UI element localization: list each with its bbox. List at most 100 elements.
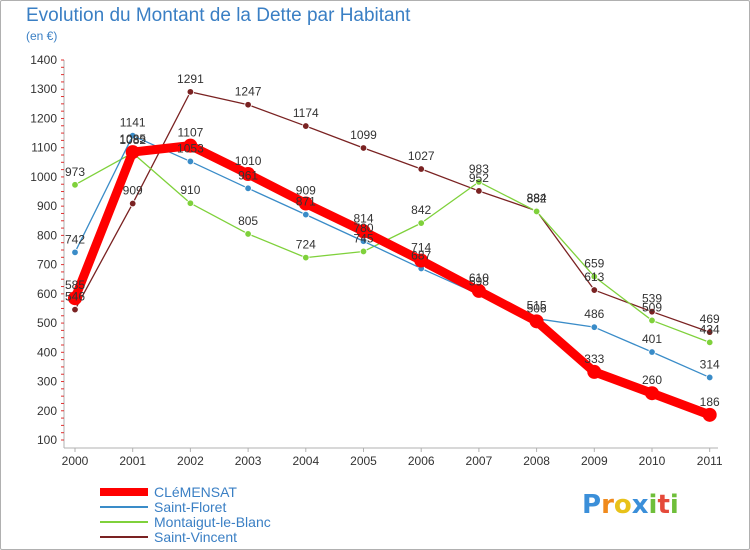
data-label: 884 (527, 191, 547, 205)
data-point (356, 224, 371, 239)
data-label: 509 (642, 300, 662, 314)
x-tick-label: 2010 (639, 454, 666, 468)
data-label: 1141 (120, 116, 146, 130)
data-label: 1010 (235, 154, 262, 168)
x-tick-label: 2011 (697, 454, 723, 468)
data-point (244, 184, 252, 193)
y-tick-label: 200 (37, 404, 57, 418)
data-point (68, 291, 82, 306)
data-label: 814 (353, 211, 373, 225)
x-tick-label: 2000 (62, 454, 89, 468)
series-line (74, 135, 711, 379)
series-line (74, 91, 711, 333)
data-label: 742 (65, 232, 85, 246)
data-label: 910 (180, 183, 200, 197)
y-tick-label: 500 (37, 316, 57, 330)
logo-letter: P (582, 490, 602, 520)
y-tick-label: 1300 (30, 82, 57, 96)
y-tick-label: 1400 (30, 53, 57, 67)
data-point (244, 101, 252, 109)
data-point (241, 167, 256, 181)
data-label: 515 (527, 299, 547, 313)
y-tick-label: 1100 (31, 141, 57, 155)
data-label: 314 (700, 357, 720, 371)
legend-label: Montaigut-le-Blanc (154, 513, 271, 530)
legend-label: Saint-Vincent (154, 528, 238, 545)
data-point (414, 253, 429, 268)
data-label: 260 (642, 373, 662, 387)
data-label: 186 (700, 395, 720, 409)
proxiti-logo: Proxiti (582, 490, 679, 520)
data-point (648, 348, 656, 356)
logo-letter: r (601, 490, 614, 520)
data-label: 1027 (408, 149, 435, 163)
x-tick-label: 2003 (235, 454, 262, 468)
data-point (645, 386, 659, 401)
legend-swatch (100, 535, 148, 538)
chart-legend: CLéMENSAT Saint-Floret Montaigut-le-Blanc S… (100, 484, 271, 545)
data-label: 687 (411, 248, 431, 262)
y-tick-label: 1000 (30, 170, 57, 184)
logo-letter: i (648, 490, 658, 520)
data-point (128, 132, 137, 140)
x-tick-label: 2004 (292, 454, 319, 468)
data-point (183, 138, 198, 153)
data-label: 1107 (177, 126, 203, 140)
data-point (359, 247, 368, 256)
y-tick-label: 1200 (30, 111, 57, 125)
data-label: 983 (469, 162, 489, 176)
y-tick-label: 100 (37, 433, 57, 447)
data-label: 1053 (177, 141, 204, 155)
data-label: 1082 (119, 133, 146, 147)
data-label: 1247 (235, 85, 262, 99)
data-label: 805 (238, 214, 258, 228)
data-label: 780 (353, 221, 373, 235)
data-label: 1085 (119, 132, 146, 146)
data-point (529, 314, 544, 329)
data-point (71, 305, 79, 314)
legend-label: Saint-Floret (154, 498, 227, 515)
data-point (128, 199, 137, 208)
data-label: 546 (65, 290, 85, 304)
legend-item: Saint-Floret (100, 498, 271, 515)
legend-swatch (100, 520, 148, 523)
chart-title: Evolution du Montant de la Dette par Hab… (26, 5, 411, 26)
data-point (648, 316, 656, 325)
logo-letter: t (657, 490, 670, 520)
data-point (706, 373, 714, 382)
data-point (590, 286, 598, 294)
data-label: 486 (584, 307, 604, 321)
data-label: 585 (65, 278, 85, 292)
data-point (417, 219, 425, 227)
x-tick-label: 2006 (408, 454, 435, 468)
x-tick-label: 2001 (119, 454, 146, 468)
data-point (706, 338, 714, 347)
legend-item: Saint-Vincent (100, 528, 271, 545)
legend-swatch (100, 505, 148, 508)
data-label: 539 (642, 292, 662, 306)
series-line (74, 152, 711, 344)
logo-letter: i (669, 490, 679, 520)
data-label: 745 (353, 231, 373, 245)
data-label: 401 (642, 332, 662, 346)
x-tick-label: 2005 (350, 454, 377, 468)
data-point (648, 307, 656, 316)
data-point (186, 88, 195, 96)
data-point (702, 407, 717, 422)
data-point (186, 199, 195, 207)
data-label: 659 (584, 257, 604, 271)
data-label: 961 (238, 168, 258, 182)
data-point (302, 253, 310, 262)
data-label: 1174 (293, 106, 319, 120)
y-tick-label: 900 (37, 199, 57, 213)
data-point (71, 181, 79, 189)
data-point (475, 187, 483, 195)
data-point (125, 145, 140, 160)
x-tick-label: 2009 (581, 454, 608, 468)
x-tick-label: 2008 (523, 454, 550, 468)
logo-letter: x (631, 490, 649, 520)
data-label: 909 (296, 184, 316, 198)
data-label: 613 (584, 270, 604, 284)
data-label: 909 (123, 184, 143, 198)
